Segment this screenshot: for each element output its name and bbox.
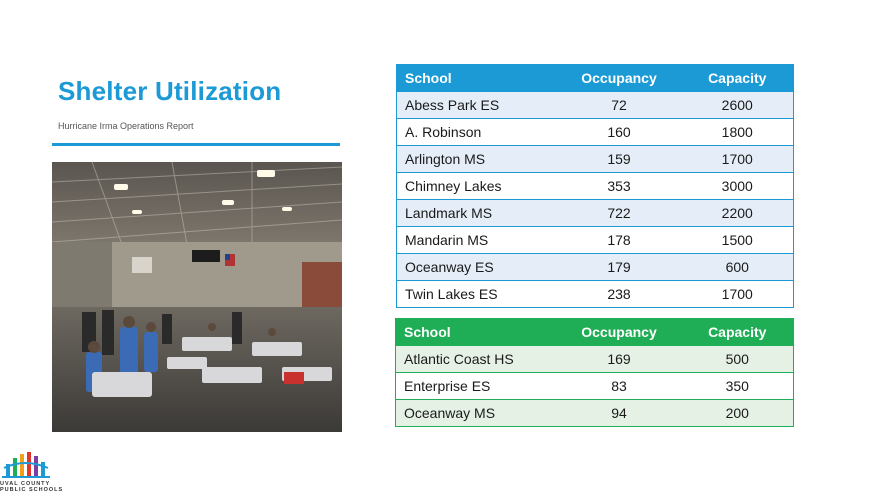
- table-row: Atlantic Coast HS 169 500: [395, 345, 794, 373]
- occupancy-cell: 238: [556, 280, 682, 308]
- header-occupancy: Occupancy: [556, 64, 682, 92]
- logo-line-2: PUBLIC SCHOOLS: [0, 487, 64, 493]
- school-cell: Enterprise ES: [395, 372, 557, 400]
- school-cell: Oceanway MS: [395, 399, 557, 427]
- capacity-cell: 3000: [681, 172, 794, 200]
- capacity-cell: 2600: [681, 91, 794, 119]
- secondary-shelter-table: School Occupancy Capacity Atlantic Coast…: [395, 318, 794, 427]
- header-capacity: Capacity: [681, 318, 794, 346]
- capacity-cell: 350: [681, 372, 794, 400]
- school-cell: Twin Lakes ES: [396, 280, 557, 308]
- school-cell: Chimney Lakes: [396, 172, 557, 200]
- school-cell: Landmark MS: [396, 199, 557, 227]
- table-row: Landmark MS 722 2200: [396, 199, 794, 227]
- capacity-cell: 600: [681, 253, 794, 281]
- occupancy-cell: 722: [556, 199, 682, 227]
- school-cell: Abess Park ES: [396, 91, 557, 119]
- occupancy-cell: 83: [556, 372, 682, 400]
- table-row: Abess Park ES 72 2600: [396, 91, 794, 119]
- table-row: Twin Lakes ES 238 1700: [396, 280, 794, 308]
- slide-subtitle: Hurricane Irma Operations Report: [58, 121, 194, 131]
- table-row: A. Robinson 160 1800: [396, 118, 794, 146]
- school-cell: Arlington MS: [396, 145, 557, 173]
- logo-wordmark: UVAL COUNTY PUBLIC SCHOOLS: [0, 481, 63, 493]
- header-capacity: Capacity: [681, 64, 794, 92]
- occupancy-cell: 353: [556, 172, 682, 200]
- occupancy-cell: 169: [556, 345, 682, 373]
- occupancy-cell: 179: [556, 253, 682, 281]
- capacity-cell: 1500: [681, 226, 794, 254]
- shelter-gymnasium-photo: [52, 162, 342, 432]
- capacity-cell: 200: [681, 399, 794, 427]
- primary-shelter-table: School Occupancy Capacity Abess Park ES …: [396, 64, 794, 308]
- header-occupancy: Occupancy: [556, 318, 682, 346]
- duval-schools-logo-icon: [0, 450, 70, 494]
- header-school: School: [395, 318, 557, 346]
- table-row: Oceanway MS 94 200: [395, 399, 794, 427]
- capacity-cell: 1700: [681, 145, 794, 173]
- table-row: Arlington MS 159 1700: [396, 145, 794, 173]
- header-school: School: [396, 64, 557, 92]
- table-row: Chimney Lakes 353 3000: [396, 172, 794, 200]
- school-cell: Atlantic Coast HS: [395, 345, 557, 373]
- capacity-cell: 1700: [681, 280, 794, 308]
- title-underline: [52, 143, 340, 146]
- occupancy-cell: 178: [556, 226, 682, 254]
- table-row: Enterprise ES 83 350: [395, 372, 794, 400]
- table-row: Mandarin MS 178 1500: [396, 226, 794, 254]
- table-header-row: School Occupancy Capacity: [395, 318, 794, 346]
- school-cell: Oceanway ES: [396, 253, 557, 281]
- capacity-cell: 1800: [681, 118, 794, 146]
- school-cell: Mandarin MS: [396, 226, 557, 254]
- school-cell: A. Robinson: [396, 118, 557, 146]
- capacity-cell: 500: [681, 345, 794, 373]
- occupancy-cell: 94: [556, 399, 682, 427]
- logo-line-1: UVAL COUNTY: [0, 481, 51, 487]
- capacity-cell: 2200: [681, 199, 794, 227]
- occupancy-cell: 72: [556, 91, 682, 119]
- occupancy-cell: 159: [556, 145, 682, 173]
- occupancy-cell: 160: [556, 118, 682, 146]
- slide-title: Shelter Utilization: [58, 76, 282, 106]
- table-header-row: School Occupancy Capacity: [396, 64, 794, 92]
- table-row: Oceanway ES 179 600: [396, 253, 794, 281]
